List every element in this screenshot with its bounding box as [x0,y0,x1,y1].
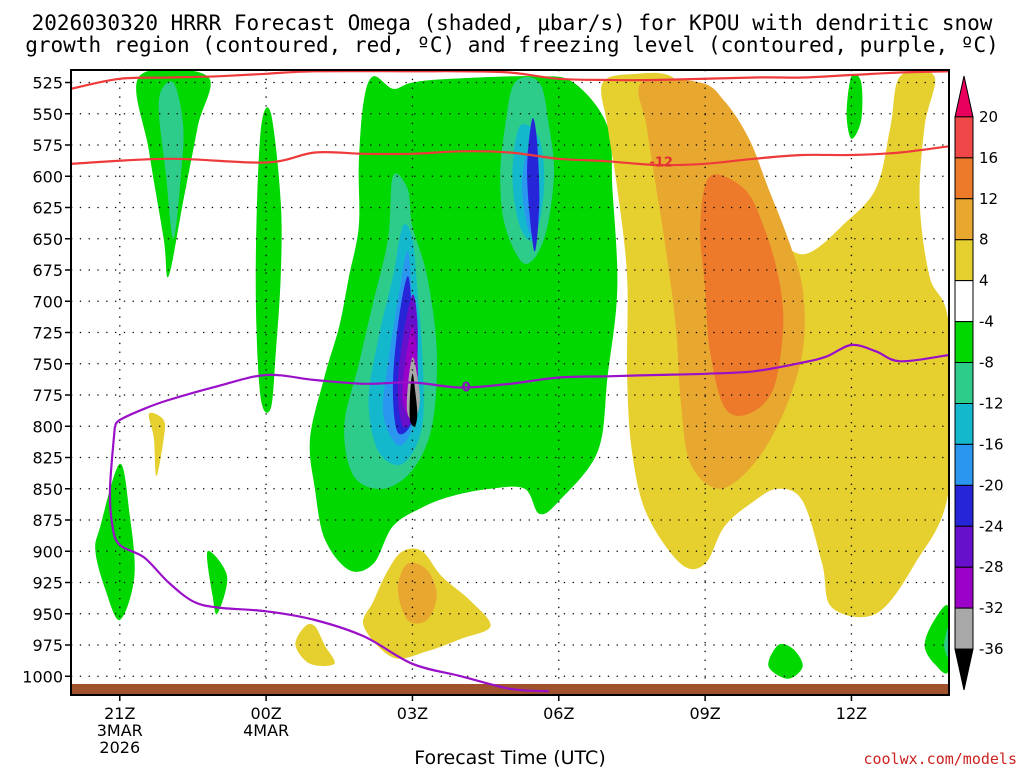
omega-darkblue-2 [527,118,540,252]
chart-title-line1: 2026030320 HRRR Forecast Omega (shaded, … [32,11,993,35]
y-tick-label-625: 625 [32,199,63,218]
omega-green-6 [846,73,863,139]
x-tick-label-0-0: 21Z [104,704,135,723]
colorbar-swatch-6 [954,321,974,364]
colorbar-label-9: -20 [979,476,1004,494]
colorbar-label-13: -36 [979,640,1004,658]
y-tick-label-700: 700 [32,292,63,311]
omega-teal-1 [158,81,184,239]
colorbar-swatch-14 [954,648,974,691]
watermark: coolwx.com/models [863,750,1017,768]
colorbar-swatch-10 [954,484,974,527]
colorbar-label-5: -4 [979,313,994,331]
colorbar-swatch-4 [954,239,974,282]
colorbar-label-4: 4 [979,272,989,290]
omega-black-main [409,373,418,427]
omega-orange-2 [700,174,784,416]
plot-border [70,69,950,696]
y-tick-label-850: 850 [32,480,63,499]
x-axis-label: Forecast Time (UTC) [414,747,605,768]
colorbar-label-1: 16 [979,149,998,167]
colorbar-label-12: -32 [979,599,1004,617]
omega-shading [95,70,949,679]
colorbar-swatch-9 [954,443,974,486]
omega-orange-3 [397,562,437,624]
colorbar-swatch-2 [954,157,974,200]
y-tick-label-525: 525 [32,74,63,93]
colorbar-swatch-11 [954,525,974,568]
y-tick-label-575: 575 [32,136,63,155]
colorbar-swatch-13 [954,607,974,650]
y-tick-label-825: 825 [32,449,63,468]
freezing-line [113,343,949,427]
colorbar-swatch-8 [954,402,974,445]
y-tick-label-900: 900 [32,542,63,561]
contour-lines [71,70,949,693]
colorbar-swatch-5 [954,280,974,323]
omega-green-5 [768,643,803,679]
colorbar-swatch-7 [954,362,974,404]
freezing-line-low [108,426,550,693]
grid-lines [71,70,949,695]
y-tick-label-600: 600 [32,167,63,186]
chart-title-line2: growth region (contoured, red, ºC) and f… [25,33,999,57]
x-tick-label-2-0: 03Z [397,704,428,723]
colorbar-swatch-12 [954,566,974,609]
y-tick-label-750: 750 [32,355,63,374]
x-tick-label-0-1: 3MAR [97,721,143,740]
y-tick-label-800: 800 [32,417,63,436]
colorbar-label-3: 8 [979,231,989,249]
y-tick-label-1000: 1000 [22,667,63,686]
x-tick-label-3-0: 06Z [543,704,574,723]
colorbar: 20 16 12 8 4 -4 -8 -12 -16 -20 -24 -28 -32 -36 [954,75,1004,691]
omega-teal-7 [944,626,949,659]
y-tick-label-650: 650 [32,230,63,249]
colorbar-label-0: 20 [979,108,998,126]
y-tick-label-875: 875 [32,511,63,530]
dgz-contour-label: -12 [649,155,673,170]
colorbar-label-2: 12 [979,190,998,208]
colorbar-swatch-1 [954,116,974,159]
freezing-contour-label: 0 [462,380,471,395]
x-tick-label-4-0: 09Z [689,704,720,723]
omega-yellow-3 [148,412,166,477]
colorbar-label-6: -8 [979,354,994,372]
y-tick-label-775: 775 [32,386,63,405]
colorbar-label-8: -16 [979,435,1004,453]
omega-green-2 [255,107,282,413]
colorbar-label-10: -24 [979,517,1004,535]
omega-green-7 [924,605,949,674]
y-tick-label-950: 950 [32,605,63,624]
y-tick-label-975: 975 [32,636,63,655]
x-tick-label-1-1: 4MAR [243,721,289,740]
y-tick-label-925: 925 [32,574,63,593]
omega-yellow-4 [295,623,335,667]
colorbar-label-11: -28 [979,558,1004,576]
x-tick-label-0-2: 2026 [99,738,140,757]
y-tick-label-725: 725 [32,324,63,343]
x-tick-label-1-0: 00Z [250,704,281,723]
y-tick-label-675: 675 [32,261,63,280]
y-axis: 525 550 575 600 625 650 675 700 725 750 775 800 825 8… [22,74,71,686]
dgz-lower [71,145,949,167]
colorbar-swatch-3 [954,198,974,241]
y-tick-label-550: 550 [32,105,63,124]
x-tick-label-5-0: 12Z [836,704,867,723]
dgz-upper [71,70,949,90]
omega-green-3 [95,463,135,621]
omega-green-4 [206,550,228,615]
colorbar-swatch-0 [954,75,974,118]
colorbar-label-7: -12 [979,394,1004,412]
